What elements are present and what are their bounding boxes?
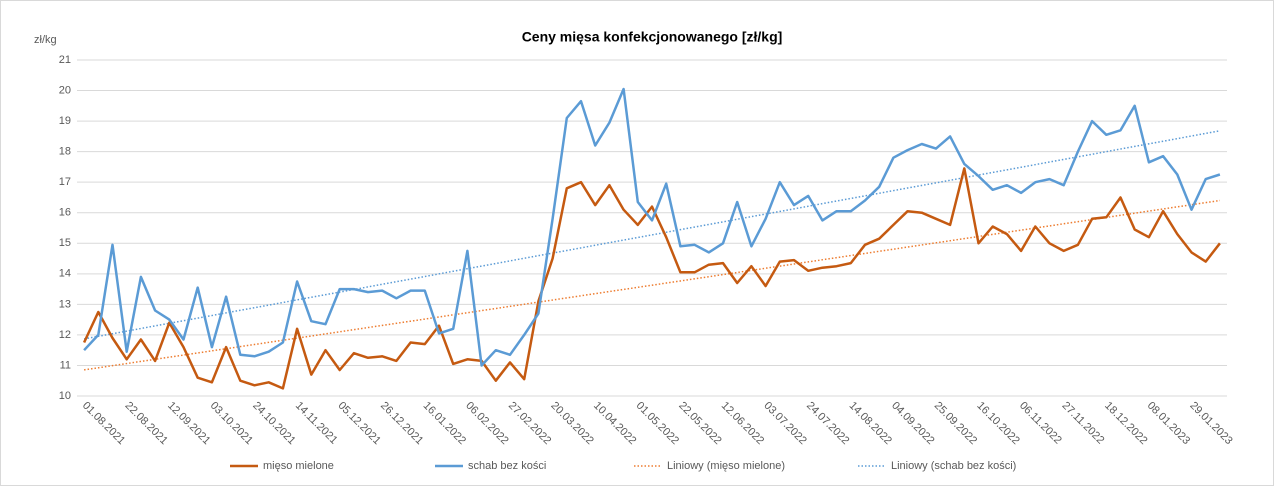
y-axis-label: zł/kg — [34, 34, 57, 46]
y-tick-label: 12 — [59, 329, 71, 341]
chart-title: Ceny mięsa konfekcjonowanego [zł/kg] — [522, 29, 783, 45]
series-line — [83, 87, 1221, 367]
y-tick-label: 19 — [59, 115, 71, 127]
y-tick-label: 16 — [59, 207, 71, 219]
trendline — [83, 199, 1221, 371]
legend-label: Liniowy (schab bez kości) — [891, 460, 1016, 472]
y-tick-label: 10 — [59, 390, 71, 402]
y-tick-label: 13 — [59, 298, 71, 310]
y-tick-label: 21 — [59, 54, 71, 66]
y-tick-label: 11 — [60, 359, 71, 371]
legend-label: mięso mielone — [263, 460, 334, 472]
y-tick-label: 15 — [59, 237, 71, 249]
y-tick-label: 14 — [59, 268, 71, 280]
series-line — [82, 167, 1221, 390]
y-tick-label: 20 — [59, 84, 71, 96]
y-tick-label: 17 — [59, 176, 71, 188]
legend-label: schab bez kości — [468, 460, 546, 472]
legend-label: Liniowy (mięso mielone) — [667, 460, 785, 472]
y-tick-label: 18 — [59, 146, 71, 158]
